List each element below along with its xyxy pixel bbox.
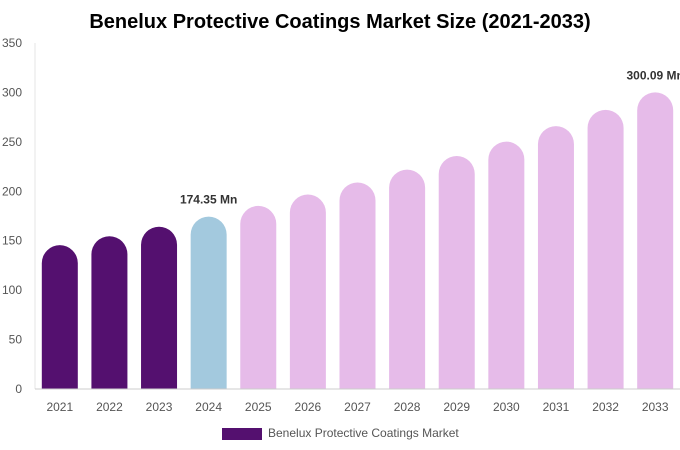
legend[interactable]: Benelux Protective Coatings Market bbox=[222, 426, 459, 440]
bars bbox=[41, 92, 674, 390]
x-tick-label: 2032 bbox=[592, 400, 619, 414]
y-tick-label: 0 bbox=[15, 382, 22, 396]
bar-2029[interactable] bbox=[438, 155, 475, 389]
data-label: 174.35 Mn bbox=[180, 193, 237, 207]
bar-2031[interactable] bbox=[537, 126, 574, 389]
bar-2032[interactable] bbox=[587, 109, 624, 390]
bar-2028[interactable] bbox=[389, 169, 426, 389]
x-tick-label: 2027 bbox=[344, 400, 371, 414]
y-tick-label: 200 bbox=[2, 184, 22, 198]
x-tick-label: 2025 bbox=[245, 400, 272, 414]
x-tick-label: 2030 bbox=[493, 400, 520, 414]
bar-2024[interactable] bbox=[190, 216, 227, 389]
x-tick-label: 2031 bbox=[543, 400, 570, 414]
bar-2025[interactable] bbox=[240, 205, 277, 389]
legend-label: Benelux Protective Coatings Market bbox=[268, 426, 459, 440]
y-tick-label: 350 bbox=[2, 36, 22, 50]
bar-2023[interactable] bbox=[141, 226, 178, 389]
y-axis: 0 50 100 150 200 250 300 350 bbox=[2, 36, 36, 396]
x-axis: 2021 2022 2023 2024 2025 2026 2027 2028 2029 2030… bbox=[35, 388, 680, 414]
x-tick-label: 2022 bbox=[96, 400, 123, 414]
x-tick-label: 2029 bbox=[443, 400, 470, 414]
legend-swatch bbox=[222, 428, 262, 440]
y-tick-label: 250 bbox=[2, 135, 22, 149]
x-tick-label: 2026 bbox=[295, 400, 322, 414]
y-tick-label: 300 bbox=[2, 85, 22, 99]
y-tick-label: 50 bbox=[9, 333, 23, 347]
x-tick-label: 2024 bbox=[195, 400, 222, 414]
data-labels: 174.35 Mn 300.09 Mn bbox=[180, 68, 680, 206]
bar-2021[interactable] bbox=[41, 245, 78, 389]
bar-2033[interactable] bbox=[637, 92, 674, 389]
bar-2022[interactable] bbox=[91, 236, 128, 389]
bar-2026[interactable] bbox=[289, 194, 326, 389]
chart-title: Benelux Protective Coatings Market Size … bbox=[89, 11, 590, 33]
x-tick-label: 2021 bbox=[46, 400, 73, 414]
data-label: 300.09 Mn bbox=[627, 68, 680, 82]
x-tick-label: 2023 bbox=[146, 400, 173, 414]
y-tick-label: 150 bbox=[2, 234, 22, 248]
x-tick-label: 2028 bbox=[394, 400, 421, 414]
x-tick-label: 2033 bbox=[642, 400, 669, 414]
bar-2030[interactable] bbox=[488, 141, 525, 389]
y-tick-label: 100 bbox=[2, 283, 22, 297]
bar-2027[interactable] bbox=[339, 182, 376, 389]
